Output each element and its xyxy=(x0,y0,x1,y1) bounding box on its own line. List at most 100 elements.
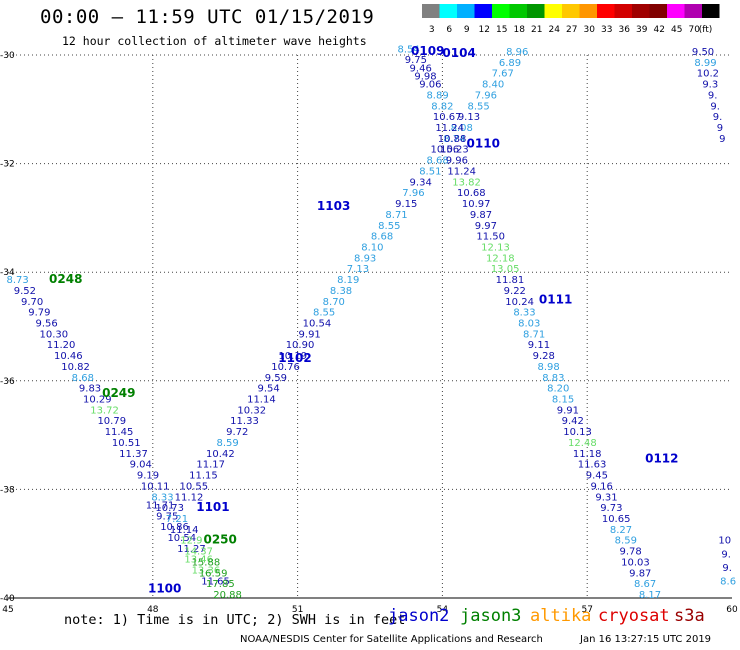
wave-height-value: 8.89 xyxy=(426,90,448,101)
wave-height-value: 10.68 xyxy=(457,188,486,199)
wave-height-value: 9.97 xyxy=(475,221,497,232)
wave-height-value: 10.30 xyxy=(40,329,69,340)
wave-height-value: 11.14 xyxy=(170,525,199,536)
wave-height-value: 10.2 xyxy=(697,69,719,80)
wave-height-value: 11.50 xyxy=(476,232,505,243)
wave-height-value: 10.11 xyxy=(141,481,170,492)
legend-label: 18 xyxy=(514,25,526,35)
wave-height-value: 9.52 xyxy=(14,286,36,297)
longitude-tick-label: 57 xyxy=(581,605,592,615)
wave-height-value: 16.59 xyxy=(199,568,228,579)
wave-height-value: 9.75 xyxy=(156,511,178,522)
wave-height-value: 11.14 xyxy=(247,395,276,406)
wave-height-value: 10.42 xyxy=(206,449,235,460)
wave-height-value: 11.45 xyxy=(105,427,134,438)
wave-height-value: 8.67 xyxy=(634,579,656,590)
wave-height-value: 8.71 xyxy=(385,210,407,221)
wave-height-value: 10.51 xyxy=(112,438,141,449)
legend-label: 9 xyxy=(464,25,470,35)
latitude-tick-label: -30 xyxy=(0,51,15,61)
wave-height-value: 8.59 xyxy=(615,536,637,547)
legend-label: 15 xyxy=(496,25,507,35)
longitude-tick-label: 60 xyxy=(726,605,738,615)
wave-height-value: 9.96 xyxy=(446,156,468,167)
footer-timestamp: Jan 16 13:27:15 UTC 2019 xyxy=(580,634,712,645)
wave-height-value: 8.33 xyxy=(513,308,535,319)
wave-height-value: 10.90 xyxy=(286,340,315,351)
wave-height-value: 9.59 xyxy=(265,373,287,384)
legend-swatch xyxy=(474,4,492,18)
wave-height-value: 9.54 xyxy=(258,384,280,395)
wave-height-value: 8.03 xyxy=(518,319,540,330)
pass-time-label: 1102 xyxy=(278,351,311,365)
wave-height-value: 13.72 xyxy=(90,405,119,416)
wave-height-value: 8.51 xyxy=(419,166,441,177)
wave-height-value: 10.19 xyxy=(278,351,307,362)
wave-height-value: 8.27 xyxy=(610,525,632,536)
wave-height-value: 10.88 xyxy=(438,134,467,145)
wave-height-value: 9. xyxy=(710,101,720,112)
legend-swatch xyxy=(422,4,440,18)
wave-height-value: 8.33 xyxy=(151,492,173,503)
wave-height-value: 9.91 xyxy=(299,329,321,340)
wave-height-value: 8.99 xyxy=(694,58,716,69)
wave-height-value: 9.13 xyxy=(458,112,480,123)
legend-label: 30 xyxy=(584,25,596,35)
legend-swatch xyxy=(492,4,510,18)
legend-label: 39 xyxy=(636,25,648,35)
wave-height-value: 13.36 xyxy=(192,566,221,577)
wave-height-value: 13.05 xyxy=(491,264,520,275)
wave-height-value: 10.32 xyxy=(237,405,266,416)
satellite-jason3-label: jason3 xyxy=(460,606,522,626)
wave-height-value: 8.82 xyxy=(431,101,453,112)
legend-swatch xyxy=(649,4,667,18)
legend-swatch xyxy=(562,4,580,18)
wave-height-value: 9.73 xyxy=(600,503,622,514)
legend-swatch xyxy=(527,4,545,18)
wave-height-value: 9.50 xyxy=(692,47,714,58)
wave-height-value: 7.13 xyxy=(347,264,369,275)
legend-swatch xyxy=(667,4,685,18)
wave-height-value: 12.13 xyxy=(481,242,510,253)
wave-height-value: 9.19 xyxy=(137,471,159,482)
wave-height-value: 9.42 xyxy=(562,416,584,427)
wave-height-value: 9.91 xyxy=(557,405,579,416)
wave-height-value: 11.17 xyxy=(196,460,225,471)
pass-time-label: 0111 xyxy=(539,293,572,307)
wave-height-value: 8.10 xyxy=(361,242,383,253)
wave-height-value: 8.83 xyxy=(542,373,564,384)
wave-height-value: 10.46 xyxy=(54,351,83,362)
wave-height-value: 11.71 xyxy=(146,500,175,511)
wave-height-value: 8.40 xyxy=(482,80,504,91)
wave-height-value: 8.68 xyxy=(426,156,448,167)
wave-height-value: 9.16 xyxy=(591,481,613,492)
wave-height-value: 10.13 xyxy=(563,427,592,438)
legend-label: 33 xyxy=(601,25,612,35)
latitude-tick-label: -32 xyxy=(0,160,15,170)
wave-height-value: 10.97 xyxy=(462,199,491,210)
legend-label: 45 xyxy=(671,25,682,35)
wave-height-value: 14.37 xyxy=(184,547,213,558)
wave-height-value: 9.06 xyxy=(419,80,441,91)
wave-height-value: 13.82 xyxy=(452,177,481,188)
wave-height-value: 10.76 xyxy=(271,362,300,373)
wave-height-value: 10.55 xyxy=(180,481,209,492)
pass-time-label: 0104 xyxy=(442,46,475,60)
legend-swatch xyxy=(544,4,562,18)
wave-height-value: 10.65 xyxy=(602,514,631,525)
pass-time-label: 0248 xyxy=(49,272,82,286)
wave-height-value: 10.54 xyxy=(167,533,196,544)
wave-height-value: 11.37 xyxy=(119,449,148,460)
wave-height-value: 15.88 xyxy=(192,557,221,568)
wave-height-value: 8.55 xyxy=(313,308,335,319)
legend-swatch xyxy=(439,4,457,18)
legend-label: 36 xyxy=(619,25,631,35)
wave-height-value: 7.96 xyxy=(475,90,497,101)
pass-time-label: 1103 xyxy=(317,199,350,213)
pass-time-label: 1100 xyxy=(148,582,181,596)
satellite-s3a-label: s3a xyxy=(674,606,705,626)
wave-height-value: 9.79 xyxy=(28,308,50,319)
legend-swatch xyxy=(684,4,702,18)
page-subtitle: 12 hour collection of altimeter wave hei… xyxy=(62,34,367,48)
legend-label: 6 xyxy=(446,25,452,35)
